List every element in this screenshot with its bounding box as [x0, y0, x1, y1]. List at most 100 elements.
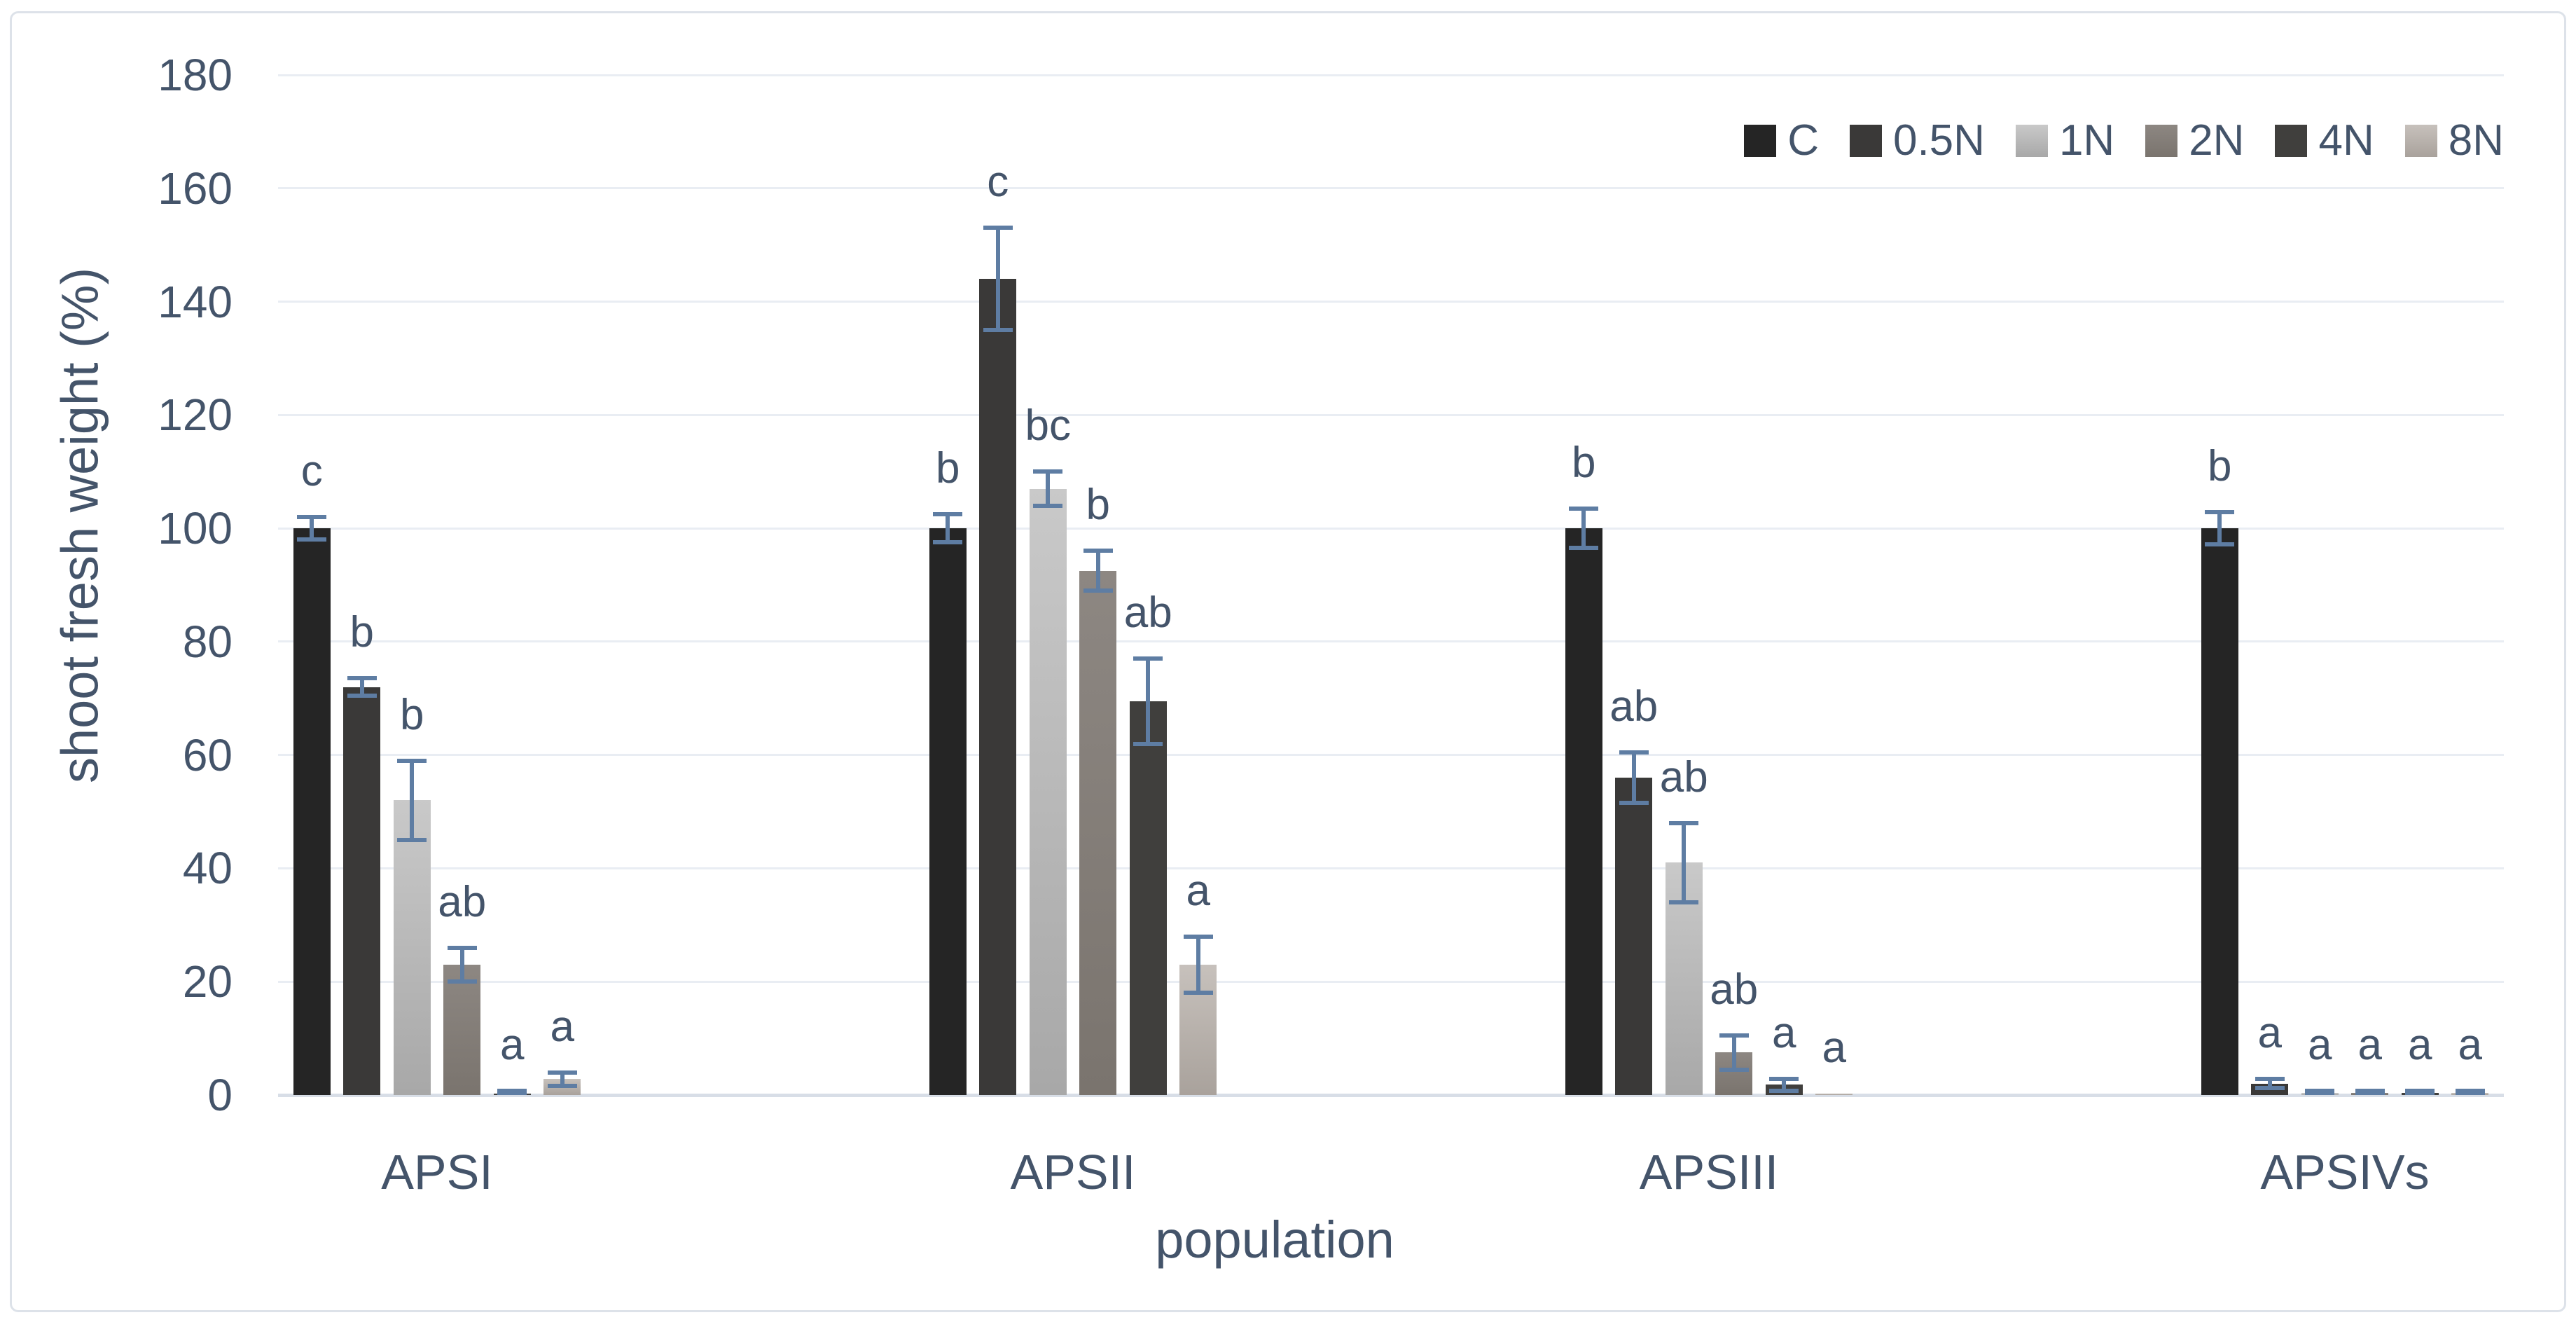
error-bar-cap: [1133, 741, 1163, 746]
bar-1N-APSI: [393, 800, 431, 1095]
y-tick-label: 100: [158, 503, 233, 554]
significance-letter-1N-APSI: b: [400, 690, 424, 739]
error-bar-cap: [447, 945, 477, 950]
significance-letter-1N-APSIVs: a: [2308, 1021, 2332, 1070]
significance-letter-2N-APSIVs: a: [2357, 1021, 2382, 1070]
error-bar-cap: [297, 537, 327, 542]
bar-8N-APSIII: [1815, 1093, 1853, 1095]
significance-letter-8N-APSIVs: a: [2458, 1021, 2482, 1070]
y-tick-label: 180: [158, 50, 233, 100]
error-bar-0.5N-APSII: [995, 228, 1000, 330]
significance-letter-4N-APSIII: a: [1772, 1009, 1796, 1058]
error-bar-cap: [1033, 503, 1063, 508]
legend-label-4N: 4N: [2318, 116, 2374, 165]
significance-letter-8N-APSIII: a: [1822, 1023, 1846, 1072]
significance-letter-2N-APSI: ab: [438, 877, 487, 926]
legend-item-0.5N: 0.5N: [1849, 119, 1985, 163]
bar-0.5N-APSIII: [1615, 778, 1653, 1095]
significance-letter-8N-APSII: a: [1186, 866, 1210, 915]
x-category-label-APSIVs: APSIVs: [2260, 1145, 2430, 1199]
legend-label-1N: 1N: [2058, 116, 2115, 165]
error-bar-cap: [1719, 1067, 1749, 1072]
error-bar-cap: [547, 1070, 577, 1075]
error-bar-cap: [1669, 900, 1699, 904]
bar-C-APSI: [293, 528, 331, 1095]
y-tick-label: 0: [207, 1070, 233, 1120]
legend: C 0.5N 1N 2N 4N 8N: [1744, 119, 2504, 163]
error-bar-cap: [547, 1084, 577, 1089]
error-bar-cap: [2255, 1077, 2285, 1082]
error-bar-cap: [447, 979, 477, 984]
significance-letter-1N-APSIII: ab: [1659, 752, 1708, 801]
legend-item-C: C: [1744, 119, 1819, 163]
error-bar-cap: [347, 676, 377, 681]
legend-label-8N: 8N: [2448, 116, 2504, 165]
significance-letter-C-APSIVs: b: [2208, 442, 2232, 491]
error-bar-cap: [1569, 506, 1599, 511]
legend-swatch-2N: [2145, 125, 2178, 157]
error-bar-cap: [1669, 820, 1699, 825]
error-bar-4N-APSIII: [1782, 1079, 1787, 1091]
legend-swatch-C: [1744, 125, 1777, 157]
y-tick-label: 140: [158, 276, 233, 327]
significance-letter-0.5N-APSIII: ab: [1609, 682, 1659, 731]
x-category-label-APSII: APSII: [1010, 1145, 1136, 1199]
error-bar-cap: [933, 540, 963, 545]
y-tick-label: 40: [182, 843, 233, 894]
bar-0.5N-APSI: [343, 687, 381, 1095]
y-tick-label: 60: [182, 729, 233, 780]
legend-label-C: C: [1787, 116, 1819, 165]
error-bar-cap: [1569, 546, 1599, 551]
bar-0.5N-APSII: [979, 279, 1017, 1095]
error-bar-0.5N-APSI: [359, 678, 364, 696]
error-bar-cap: [2355, 1091, 2385, 1095]
gridline: [278, 640, 2504, 643]
bar-C-APSIII: [1565, 528, 1602, 1095]
bar-C-APSIVs: [2201, 528, 2238, 1095]
error-bar-cap: [2205, 542, 2235, 546]
error-bar-cap: [1033, 469, 1063, 474]
error-bar-1N-APSII: [1046, 471, 1051, 506]
legend-swatch-1N: [2015, 125, 2048, 157]
error-bar-0.5N-APSIII: [1631, 752, 1636, 804]
error-bar-cap: [1769, 1088, 1799, 1093]
legend-item-8N: 8N: [2404, 116, 2504, 165]
significance-letter-0.5N-APSIVs: a: [2257, 1009, 2282, 1058]
error-bar-cap: [1083, 588, 1113, 593]
gridline: [278, 413, 2504, 416]
legend-swatch-8N: [2404, 125, 2437, 157]
significance-letter-2N-APSIII: ab: [1710, 965, 1759, 1014]
y-tick-label: 20: [182, 956, 233, 1007]
error-bar-cap: [2455, 1091, 2485, 1095]
error-bar-cap: [397, 758, 427, 763]
significance-letter-0.5N-APSI: b: [349, 608, 374, 657]
error-bar-cap: [1719, 1033, 1749, 1038]
gridline: [278, 867, 2504, 869]
legend-swatch-0.5N: [1849, 125, 1882, 157]
x-axis-title: population: [1155, 1211, 1394, 1269]
error-bar-cap: [983, 226, 1013, 230]
significance-letter-8N-APSI: a: [550, 1002, 574, 1051]
bar-4N-APSII: [1129, 701, 1167, 1095]
error-bar-C-APSII: [946, 514, 950, 543]
error-bar-cap: [1769, 1077, 1799, 1082]
error-bar-0.5N-APSIVs: [2267, 1079, 2272, 1089]
significance-letter-4N-APSIVs: a: [2408, 1021, 2432, 1070]
legend-item-4N: 4N: [2275, 119, 2374, 163]
significance-letter-C-APSIII: b: [1572, 438, 1596, 487]
error-bar-2N-APSII: [1095, 551, 1100, 591]
error-bar-cap: [497, 1091, 527, 1095]
error-bar-cap: [933, 511, 963, 516]
x-category-label-APSI: APSI: [381, 1145, 493, 1199]
error-bar-cap: [347, 693, 377, 698]
y-tick-label: 80: [182, 616, 233, 667]
legend-item-1N: 1N: [2015, 116, 2115, 165]
error-bar-cap: [2255, 1086, 2285, 1091]
gridline: [278, 187, 2504, 190]
error-bar-cap: [1183, 991, 1213, 996]
significance-letter-0.5N-APSII: c: [987, 158, 1009, 207]
error-bar-cap: [1619, 750, 1649, 755]
y-tick-label: 160: [158, 163, 233, 214]
significance-letter-2N-APSII: b: [1086, 481, 1110, 530]
